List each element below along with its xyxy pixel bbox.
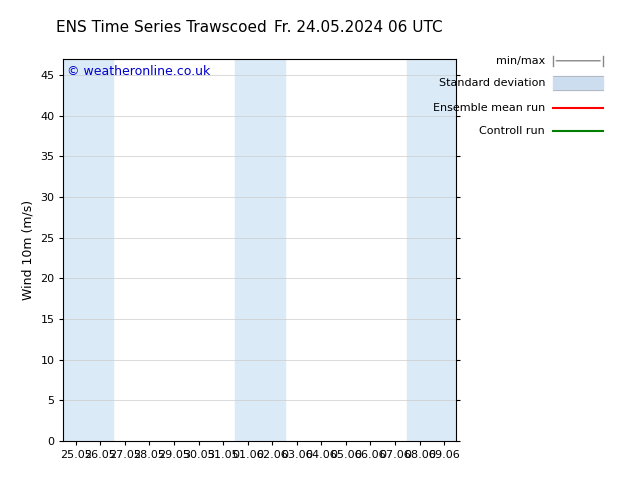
- Text: Fr. 24.05.2024 06 UTC: Fr. 24.05.2024 06 UTC: [274, 20, 443, 35]
- Bar: [235, 59, 285, 441]
- Bar: [63, 59, 113, 441]
- Text: Controll run: Controll run: [479, 126, 545, 136]
- Bar: [407, 59, 456, 441]
- Text: Ensemble mean run: Ensemble mean run: [433, 103, 545, 113]
- Text: min/max: min/max: [496, 56, 545, 66]
- Y-axis label: Wind 10m (m/s): Wind 10m (m/s): [22, 200, 35, 300]
- Text: ENS Time Series Trawscoed: ENS Time Series Trawscoed: [56, 20, 267, 35]
- Text: © weatheronline.co.uk: © weatheronline.co.uk: [67, 65, 210, 77]
- Text: Standard deviation: Standard deviation: [439, 78, 545, 88]
